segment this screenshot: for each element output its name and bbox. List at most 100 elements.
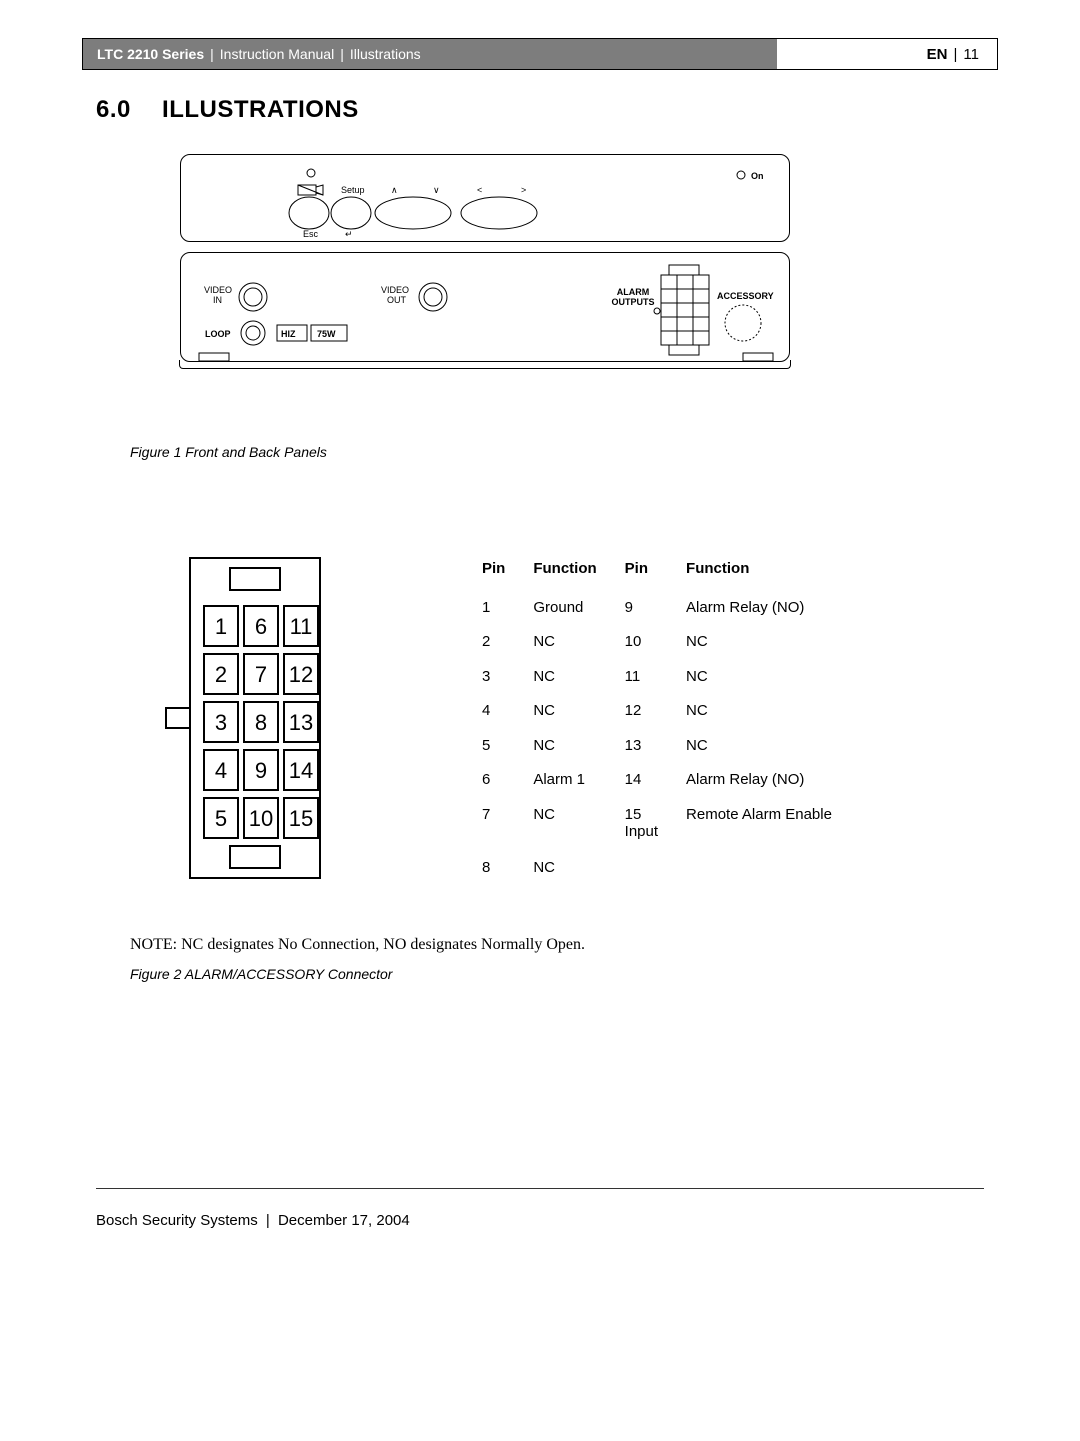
page-header-border: LTC 2210 Series | Instruction Manual | I… — [82, 38, 998, 70]
header-sep-1: | — [210, 46, 214, 62]
header-lang: EN — [927, 46, 948, 63]
pin-number: 9 — [255, 758, 267, 783]
pin-number: 12 — [289, 662, 313, 687]
function-cell: NC — [686, 696, 858, 728]
function-cell: NC — [533, 662, 622, 694]
pin-cell — [625, 853, 684, 886]
function-cell: NC — [533, 696, 622, 728]
figure-2-block: 1 6 11 2 7 12 3 8 13 4 9 14 5 10 15 Pin Function Pin F… — [130, 548, 950, 888]
pin-number: 2 — [215, 662, 227, 687]
footer-date: December 17, 2004 — [278, 1212, 410, 1229]
function-cell: Alarm Relay (NO) — [686, 593, 858, 625]
header-bar: LTC 2210 Series | Instruction Manual | I… — [83, 39, 997, 69]
label-setup: Setup — [341, 185, 365, 195]
function-cell: Alarm Relay (NO) — [686, 765, 858, 797]
table-row: 1Ground9Alarm Relay (NO) — [482, 593, 858, 625]
figure-2-caption: Figure 2 ALARM/ACCESSORY Connector — [130, 966, 392, 982]
svg-text:∨: ∨ — [433, 185, 440, 195]
figure-1-panels: Setup ∧ ∨ < > Esc ↵ On VIDEO IN LOOP — [180, 154, 790, 362]
pin-number: 3 — [215, 710, 227, 735]
header-series: LTC 2210 Series — [97, 46, 204, 62]
function-cell: NC — [686, 662, 858, 694]
table-row: 2NC10NC — [482, 627, 858, 659]
section-num: 6.0 — [96, 96, 131, 123]
front-panel-svg: Setup ∧ ∨ < > Esc ↵ On — [181, 155, 791, 243]
front-panel: Setup ∧ ∨ < > Esc ↵ On — [180, 154, 790, 242]
pin-cell: 2 — [482, 627, 531, 659]
function-cell: Alarm 1 — [533, 765, 622, 797]
svg-text:∧: ∧ — [391, 185, 398, 195]
th-pin-1: Pin — [482, 560, 531, 591]
svg-text:OUTPUTS: OUTPUTS — [611, 297, 654, 307]
svg-text:ALARM: ALARM — [617, 287, 650, 297]
function-cell — [686, 853, 858, 886]
table-row: 4NC12NC — [482, 696, 858, 728]
svg-text:75W: 75W — [317, 329, 336, 339]
back-panel-svg: VIDEO IN LOOP HIZ 75W VIDEO OUT ALARM OU… — [181, 253, 791, 363]
pin-cell: 9 — [625, 593, 684, 625]
pin-cell: 13 — [625, 731, 684, 763]
function-cell: NC — [686, 627, 858, 659]
pin-number: 13 — [289, 710, 313, 735]
header-sep-2: | — [340, 46, 344, 62]
label-on: On — [751, 171, 764, 181]
function-cell: NC — [686, 731, 858, 763]
pin-cell: 5 — [482, 731, 531, 763]
svg-text:<: < — [477, 185, 482, 195]
function-cell: NC — [533, 800, 622, 852]
pin-number: 7 — [255, 662, 267, 687]
header-page: 11 — [963, 46, 979, 63]
pin-number: 5 — [215, 806, 227, 831]
svg-text:IN: IN — [213, 295, 222, 305]
function-cell: NC — [533, 627, 622, 659]
svg-text:HIZ: HIZ — [281, 329, 296, 339]
table-row: 5NC13NC — [482, 731, 858, 763]
table-row: 3NC11NC — [482, 662, 858, 694]
pin-cell: 3 — [482, 662, 531, 694]
pin-cell: 12 — [625, 696, 684, 728]
header-manual: Instruction Manual — [220, 46, 334, 62]
svg-text:LOOP: LOOP — [205, 329, 231, 339]
pin-cell: 14 — [625, 765, 684, 797]
th-pin-2: Pin — [625, 560, 684, 591]
pin-cell: 7 — [482, 800, 531, 852]
pin-number: 14 — [289, 758, 313, 783]
th-func-1: Function — [533, 560, 622, 591]
pin-cell: 11 — [625, 662, 684, 694]
pin-number: 15 — [289, 806, 313, 831]
pin-cell: 15Input — [625, 800, 684, 852]
connector-diagram: 1 6 11 2 7 12 3 8 13 4 9 14 5 10 15 — [130, 548, 360, 888]
pin-number: 4 — [215, 758, 227, 783]
table-row: 8NC — [482, 853, 858, 886]
pin-cell: 6 — [482, 765, 531, 797]
svg-text:↵: ↵ — [345, 229, 353, 239]
header-white: EN | 11 — [777, 39, 997, 69]
th-func-2: Function — [686, 560, 858, 591]
pin-number: 6 — [255, 614, 267, 639]
pin-number: 8 — [255, 710, 267, 735]
footer-sep: | — [266, 1212, 270, 1229]
svg-text:VIDEO: VIDEO — [381, 285, 409, 295]
function-cell: NC — [533, 731, 622, 763]
svg-text:OUT: OUT — [387, 295, 407, 305]
figure-1-caption: Figure 1 Front and Back Panels — [130, 444, 327, 460]
footer-rule — [96, 1188, 984, 1189]
function-cell: Remote Alarm Enable — [686, 800, 858, 852]
svg-text:VIDEO: VIDEO — [204, 285, 232, 295]
pin-number: 11 — [290, 614, 313, 639]
footer-company: Bosch Security Systems — [96, 1212, 258, 1229]
pin-number: 10 — [249, 806, 273, 831]
header-sep-3: | — [954, 46, 958, 63]
back-panel: VIDEO IN LOOP HIZ 75W VIDEO OUT ALARM OU… — [180, 252, 790, 362]
pin-number: 1 — [215, 614, 227, 639]
function-cell: Ground — [533, 593, 622, 625]
table-row: 7NC15InputRemote Alarm Enable — [482, 800, 858, 852]
header-grey: LTC 2210 Series | Instruction Manual | I… — [83, 39, 777, 69]
svg-text:>: > — [521, 185, 526, 195]
svg-text:ACCESSORY: ACCESSORY — [717, 291, 774, 301]
footer-text: Bosch Security Systems | December 17, 20… — [96, 1212, 410, 1229]
pin-function-table: Pin Function Pin Function 1Ground9Alarm … — [480, 558, 860, 888]
pin-cell: 8 — [482, 853, 531, 886]
section-title: 6.0 ILLUSTRATIONS — [96, 96, 359, 124]
pin-cell: 10 — [625, 627, 684, 659]
